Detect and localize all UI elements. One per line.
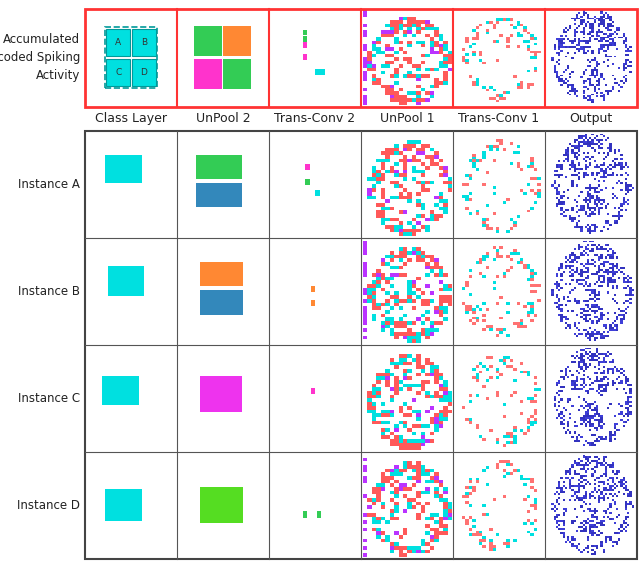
Bar — [311, 388, 316, 394]
Text: UnPool 1: UnPool 1 — [380, 112, 435, 126]
Text: UnPool 2: UnPool 2 — [196, 112, 250, 126]
Bar — [315, 69, 319, 75]
Bar — [194, 26, 221, 56]
Bar — [311, 286, 316, 292]
Bar — [106, 59, 130, 86]
Bar — [320, 69, 324, 75]
Text: B: B — [141, 38, 147, 47]
Text: Instance C: Instance C — [18, 392, 80, 406]
Bar — [200, 487, 243, 523]
Bar — [102, 377, 139, 404]
Bar — [108, 266, 144, 296]
Bar — [105, 27, 157, 88]
Bar — [303, 42, 307, 48]
Text: Trans-Conv 2: Trans-Conv 2 — [275, 112, 356, 126]
Bar — [303, 30, 307, 35]
Bar — [132, 29, 156, 56]
Bar — [303, 55, 307, 60]
Bar — [105, 154, 141, 183]
Bar — [305, 164, 310, 170]
Text: Class Layer: Class Layer — [95, 112, 167, 126]
Text: D: D — [141, 68, 147, 77]
Bar — [106, 29, 130, 56]
Bar — [305, 178, 310, 185]
Bar — [196, 183, 243, 207]
Bar — [200, 262, 243, 286]
Bar — [315, 190, 319, 197]
Bar — [303, 511, 307, 517]
Bar — [132, 59, 156, 86]
Bar — [200, 377, 243, 412]
Bar — [223, 59, 251, 89]
Bar — [317, 511, 321, 517]
Text: Output: Output — [569, 112, 612, 126]
Bar — [223, 26, 251, 56]
Bar — [196, 154, 243, 179]
Bar — [200, 290, 243, 315]
Text: Accumulated
Decoded Spiking
Activity: Accumulated Decoded Spiking Activity — [0, 33, 80, 82]
Bar — [105, 489, 143, 521]
Bar — [194, 59, 221, 89]
Text: C: C — [115, 68, 121, 77]
Text: Trans-Conv 1: Trans-Conv 1 — [458, 112, 540, 126]
Text: A: A — [115, 38, 121, 47]
Bar — [311, 300, 316, 306]
Text: Instance D: Instance D — [17, 499, 80, 512]
Bar — [303, 36, 307, 41]
Text: Instance A: Instance A — [18, 178, 80, 191]
Text: Instance B: Instance B — [18, 286, 80, 298]
